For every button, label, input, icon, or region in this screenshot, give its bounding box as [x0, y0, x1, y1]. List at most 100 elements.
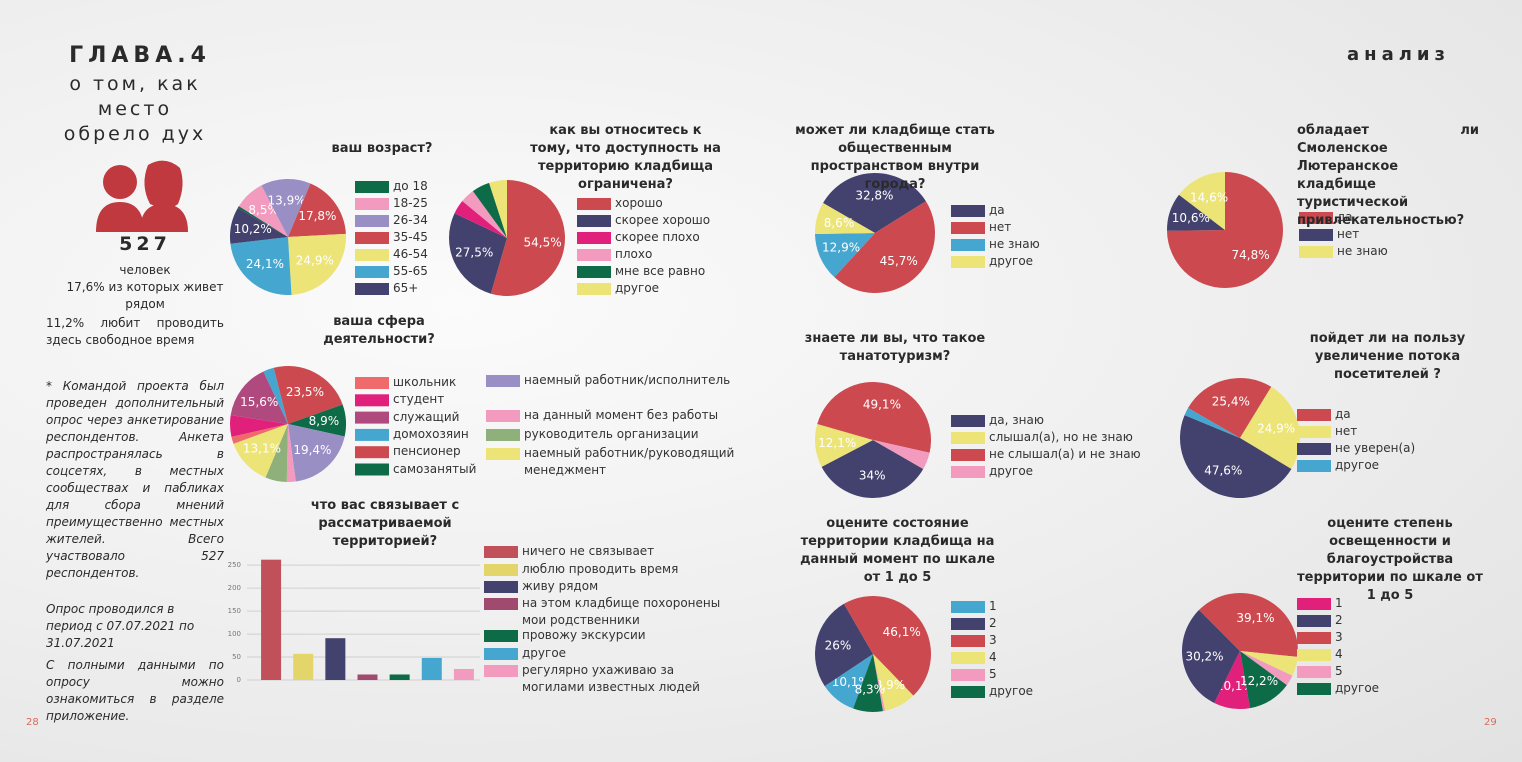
legend-swatch	[484, 665, 518, 677]
pie-slice	[873, 654, 886, 712]
pie-slice	[288, 424, 345, 482]
legend-swatch	[486, 448, 520, 460]
slice-label: 54,5%	[524, 236, 562, 250]
people-icon	[96, 160, 188, 232]
legend-swatch	[355, 377, 389, 389]
pie-slice	[873, 440, 930, 469]
legend-swatch	[951, 239, 985, 251]
pie-slice	[286, 424, 296, 482]
legend-label: 55-65	[393, 264, 428, 278]
pie-slice	[1199, 593, 1298, 657]
legend-swatch	[951, 415, 985, 427]
legend-swatch	[484, 564, 518, 576]
slice-label: 49,1%	[863, 398, 901, 412]
legend-label: 2	[1335, 613, 1343, 627]
pie-slice	[288, 233, 346, 295]
pie-slice	[261, 179, 311, 237]
pie-slice	[1214, 651, 1251, 709]
legend-swatch	[1299, 212, 1333, 224]
bar	[357, 674, 378, 680]
pie-slice	[815, 203, 875, 235]
legend-label: до 18	[393, 179, 428, 193]
pie-slice	[1184, 408, 1240, 438]
legend-label: хорошо	[615, 196, 663, 210]
section-title: анализ	[1347, 44, 1450, 65]
legend-swatch	[577, 266, 611, 278]
slice-label: 17,8%	[298, 209, 336, 223]
legend-label: 18-25	[393, 196, 428, 210]
legend-label: не слышал(а) и не знаю	[989, 447, 1141, 461]
legend-swatch	[355, 181, 389, 193]
legend-swatch	[951, 222, 985, 234]
chart-title: знаете ли вы, что такое танатотуризм?	[804, 331, 986, 364]
page-number: 28	[26, 717, 39, 728]
bar	[421, 657, 442, 680]
legend-label: 65+	[393, 281, 419, 295]
note: * Командой проекта был проведен дополнит…	[46, 379, 224, 580]
legend-label: на этом кладбище похоронены мои родствен…	[522, 596, 721, 627]
legend-label: слышал(а), но не знаю	[989, 430, 1133, 444]
bar	[261, 559, 282, 680]
chart-title: как вы относитесь к тому, что доступност…	[530, 123, 721, 192]
pie-slice	[815, 424, 873, 467]
legend-swatch	[951, 669, 985, 681]
legend-label: наемный работник/руководящий менеджмент	[524, 446, 735, 477]
legend-label: 3	[989, 633, 997, 647]
count: 527	[119, 233, 171, 255]
y-tick-label: 250	[228, 561, 241, 569]
legend-label: другое	[989, 464, 1034, 478]
legend-label: нет	[1335, 424, 1358, 438]
slice-label: 8,6%	[824, 216, 855, 230]
bar	[293, 653, 314, 680]
legend-swatch	[951, 466, 985, 478]
slice-label: 10,1%	[1216, 679, 1254, 693]
pie-slice	[263, 367, 288, 424]
slice-label: 19,4%	[293, 443, 331, 457]
slice-label: 24,1%	[246, 257, 284, 271]
slice-label: 23,5%	[286, 385, 324, 399]
legend-label: 5	[1335, 664, 1343, 678]
legend-label: живу рядом	[522, 579, 599, 593]
legend-swatch	[951, 652, 985, 664]
legend-label: провожу экскурсии	[522, 628, 646, 642]
legend-label: 4	[989, 650, 997, 664]
pie-slice	[230, 237, 292, 295]
legend-swatch	[355, 411, 389, 424]
slice-label: 24,9%	[296, 253, 334, 267]
count-unit: человек	[119, 263, 171, 277]
legend-label: 2	[989, 616, 997, 630]
legend-label: нет	[989, 220, 1012, 234]
legend-label: другое	[1335, 681, 1380, 695]
legend-swatch	[1297, 666, 1331, 678]
legend-swatch	[355, 215, 389, 227]
pie-slice	[265, 424, 288, 482]
slice-label: 8,3%	[855, 682, 886, 696]
pie-slice	[231, 424, 288, 444]
bar	[389, 674, 410, 680]
pie-slice	[1188, 378, 1272, 438]
pie-slice	[238, 185, 288, 237]
legend-label: 3	[1335, 630, 1343, 644]
bar	[453, 668, 474, 680]
slice-label: 10,6%	[1172, 211, 1210, 225]
legend-swatch	[577, 249, 611, 261]
legend-label: самозанятый	[393, 461, 477, 476]
pie-slice	[815, 603, 873, 687]
legend-label: плохо	[615, 247, 653, 261]
slice-label: 8,9%	[309, 414, 340, 428]
pie-slice	[853, 654, 883, 712]
legend-label: руководитель организации	[524, 427, 699, 441]
pie-slice	[815, 233, 875, 278]
legend-swatch	[355, 463, 389, 476]
legend-label: наемный работник/исполнитель	[524, 373, 731, 387]
legend-swatch	[355, 446, 389, 459]
legend-label: люблю проводить время	[522, 562, 679, 576]
y-tick-label: 0	[237, 676, 241, 684]
pie-slice	[237, 206, 288, 237]
legend-label: 46-54	[393, 247, 428, 261]
legend-swatch	[1297, 426, 1331, 438]
legend-swatch	[484, 648, 518, 660]
chart-title: обладает ли Смоленское Лютеранское кладб…	[1297, 123, 1479, 228]
legend-swatch	[1297, 409, 1331, 421]
